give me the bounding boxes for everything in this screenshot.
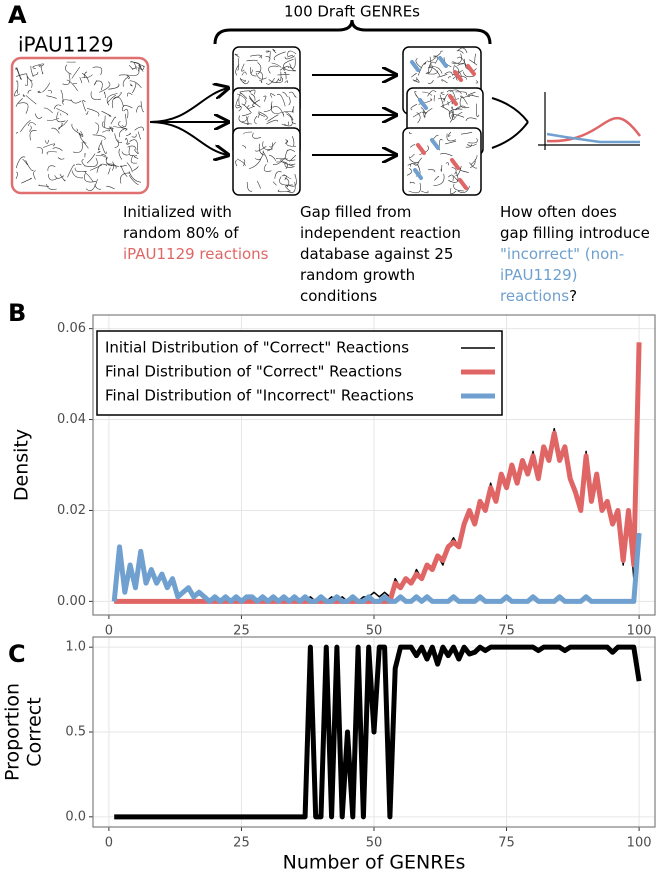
caption-line: conditions [300,287,377,305]
mini-curve [546,117,641,143]
highlight-stroke [416,143,426,155]
highlight-stroke [466,64,476,76]
caption-text: Gap filled from [300,203,411,221]
caption-text: How often does [500,203,617,221]
plot-border [92,314,656,616]
panel-label: C [8,640,26,668]
draft-box [232,127,301,196]
caption-text: reactions [500,287,569,305]
caption-line: random growth [300,266,415,284]
arrow [491,97,529,149]
series-line [111,532,642,604]
highlight-stroke [418,98,428,110]
caption-text: iPAU1129 reactions [123,245,269,263]
arrow [149,88,228,123]
x-axis-label: Number of GENREs [283,852,466,873]
caption-line: independent reaction [300,224,461,242]
highlight-stroke [458,178,468,190]
x-tick-label: 0 [105,624,113,639]
mini-axes [538,92,640,150]
y-tick-label: 0.02 [57,503,86,518]
mini-curve [546,132,640,144]
highlight-stroke [453,70,463,82]
caption-line: reactions? [500,287,577,305]
caption-text: iPAU1129) [500,266,578,284]
caption-text: independent reaction [300,224,461,242]
caption-line: iPAU1129 reactions [123,245,269,263]
legend-label: Final Distribution of "Correct" Reaction… [105,363,402,381]
network-sketch [235,131,297,193]
y-tick-label: 0.5 [65,725,86,740]
x-tick-label: 0 [105,836,113,851]
x-tick-label: 50 [366,836,383,851]
caption-text: conditions [300,287,377,305]
panel-label: B [8,299,26,327]
caption-line: How often does [500,203,617,221]
caption-text: database against 25 [300,245,453,263]
y-axis-label: Density [11,429,33,501]
highlight-stroke [413,168,423,180]
network-sketch [234,48,297,85]
x-tick-label: 75 [498,624,515,639]
caption-text: Initialized with [123,203,232,221]
y-tick-label: 1.0 [65,640,86,655]
highlight-stroke [430,138,440,150]
y-axis-label: Proportion [2,683,24,781]
x-tick-label: 100 [627,624,652,639]
y-tick-label: 0.0 [65,809,86,824]
caption-line: Gap filled from [300,203,411,221]
panel-label: A [8,1,27,29]
model-box [10,56,150,195]
caption-line: database against 25 [300,245,453,263]
x-tick-label: 100 [627,836,652,851]
caption-line: iPAU1129) [500,266,578,284]
series-line [114,644,642,820]
panel-a: A 100 Draft GENREs iPAU1129 [8,1,641,196]
x-tick-label: 25 [233,836,250,851]
caption-line: Initialized with [123,203,232,221]
x-tick-label: 50 [366,624,383,639]
y-tick-label: 0.00 [57,594,86,609]
y-axis-label: Correct [24,697,46,766]
caption-text: ? [569,287,577,305]
x-tick-label: 75 [498,836,515,851]
x-tick-label: 25 [233,624,250,639]
highlight-stroke [438,56,448,68]
y-tick-label: 0.04 [57,412,86,427]
highlight-stroke [448,94,458,106]
legend-label: Final Distribution of "Incorrect" Reacti… [105,387,414,405]
y-tick-label: 0.06 [57,321,86,336]
network-sketch [235,89,297,127]
caption-line: gap filling introduce [500,224,650,242]
caption-text: random growth [300,266,415,284]
caption-line: "incorrect" (non- [500,245,624,263]
legend-label: Initial Distribution of "Correct" Reacti… [105,339,409,357]
highlight-stroke [410,60,420,72]
highlight-stroke [450,158,460,170]
arrow [149,121,228,155]
brace [213,19,492,45]
legend-box [96,330,503,416]
caption-text: random 80% of [123,224,239,242]
filled-box [402,127,482,196]
network-sketch [13,61,145,191]
caption-text: "incorrect" (non- [500,245,624,263]
caption-line: random 80% of [123,224,239,242]
caption-text: gap filling introduce [500,224,650,242]
brace-label: 100 Draft GENREs [284,3,420,21]
model-name: iPAU1129 [18,33,114,57]
network-sketch [410,89,480,124]
plot-border [92,636,656,828]
